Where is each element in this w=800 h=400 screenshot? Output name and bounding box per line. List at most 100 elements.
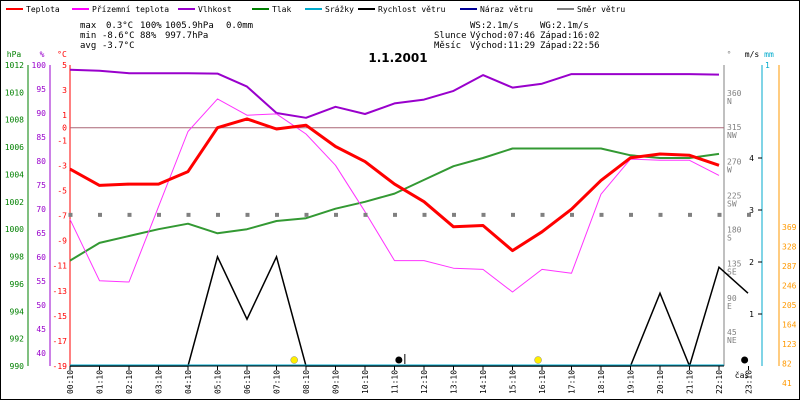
info-block: WS:2.1m/s WG:2.1m/s Slunce Východ:07:46 … xyxy=(434,21,600,51)
stats-max-press: 1005.9hPa xyxy=(165,21,214,31)
humidity-line xyxy=(69,68,720,119)
x-tick-label: 13:10 xyxy=(450,370,459,394)
x-tick-label: 05:10 xyxy=(214,370,223,394)
pressure-tick-label: 990 xyxy=(10,362,25,371)
x-tick-label: 18:10 xyxy=(597,370,606,394)
sunset-marker xyxy=(534,356,542,364)
humidity-tick-label: 40 xyxy=(36,349,46,358)
wind-direction-marker xyxy=(304,212,309,217)
direction-tick-label: 315 xyxy=(727,123,742,132)
wind-direction-marker xyxy=(688,212,692,217)
direction-cardinal-label: N xyxy=(727,97,732,106)
x-tick-label: 21:10 xyxy=(686,370,695,394)
x-tick-label: 00:10 xyxy=(66,370,75,394)
temperature-tick-label: -5 xyxy=(57,186,67,195)
x-tick-label: 10:10 xyxy=(361,370,370,394)
ground-temperature-line xyxy=(69,98,720,293)
stats-avg-label: avg xyxy=(80,41,96,51)
wind-direction-marker xyxy=(334,212,338,217)
chart-title: 1.1.2001 xyxy=(368,51,427,65)
wind-direction-marker xyxy=(186,212,191,217)
direction-tick-label: 270 xyxy=(727,157,742,166)
wind-direction-marker xyxy=(275,212,279,217)
gust-tick-label: 287 xyxy=(782,262,797,271)
wind-direction-marker xyxy=(363,212,368,217)
x-tick-label: 08:10 xyxy=(302,370,311,394)
pressure-tick-label: 1010 xyxy=(5,88,24,97)
pressure-tick-label: 998 xyxy=(10,253,25,262)
gust-tick-label: 164 xyxy=(782,321,797,330)
temperature-tick-label: -17 xyxy=(53,337,68,346)
temperature-tick-label: 5 xyxy=(62,61,67,70)
temperature-tick-label: -19 xyxy=(53,362,68,371)
gust-tick-label: 246 xyxy=(782,282,797,291)
legend-label: Přízemní teplota xyxy=(92,5,169,14)
wind-direction-marker xyxy=(717,212,722,217)
wind-direction-marker xyxy=(481,212,486,217)
temperature-line xyxy=(69,117,720,253)
wind-direction-marker xyxy=(570,212,574,217)
pressure-tick-label: 1000 xyxy=(5,225,24,234)
pressure-tick-label: 1002 xyxy=(5,198,24,207)
direction-cardinal-label: NE xyxy=(727,336,737,345)
info-moon-rise: Východ:11:29 xyxy=(470,41,535,51)
temperature-tick-label: -15 xyxy=(53,312,68,321)
humidity-tick-label: 95 xyxy=(36,85,46,94)
direction-tick-label: 360 xyxy=(727,89,742,98)
direction-cardinal-label: SE xyxy=(727,268,737,277)
humidity-tick-label: 65 xyxy=(36,229,46,238)
x-tick-label: 14:10 xyxy=(479,370,488,394)
pressure-tick-label: 1006 xyxy=(5,143,24,152)
direction-tick-label: 180 xyxy=(727,226,742,235)
pressure-tick-label: 1008 xyxy=(5,116,24,125)
temperature-tick-label: -3 xyxy=(57,161,67,170)
stats-avg-temp: -3.7°C xyxy=(102,41,135,51)
temperature-tick-label: -11 xyxy=(53,262,68,271)
humidity-tick-label: 50 xyxy=(36,301,46,310)
wind-direction-marker xyxy=(658,212,663,217)
wind-tick-label: 2 xyxy=(749,258,754,267)
rain-tick-label: 1 xyxy=(765,61,770,70)
x-tick-label: 04:10 xyxy=(184,370,193,394)
temperature-tick-label: -13 xyxy=(53,287,68,296)
rain-unit-label: mm xyxy=(764,50,774,59)
wind-direction-marker xyxy=(157,212,161,217)
x-axis: 00:10 01:10 02:10 03:10 04:10 05:10 06:10 07:10… xyxy=(66,366,754,394)
stats-min-press: 997.7hPa xyxy=(165,31,208,41)
stats-max-hum: 100% xyxy=(140,21,162,31)
direction-tick-label: 135 xyxy=(727,260,742,269)
info-moon-set: Západ:22:56 xyxy=(540,41,600,51)
x-tick-label: 12:10 xyxy=(420,370,429,394)
moonset-marker xyxy=(741,356,749,364)
wind-direction-marker xyxy=(511,212,515,217)
humidity-tick-label: 45 xyxy=(36,325,46,334)
stats-max-rain: 0.0mm xyxy=(226,21,253,31)
wind-tick-label: 3 xyxy=(749,206,754,215)
x-tick-label: 15:10 xyxy=(509,370,518,394)
pressure-unit-label: hPa xyxy=(7,50,22,59)
wind-unit-label: m/s xyxy=(745,50,760,59)
pressure-tick-label: 994 xyxy=(10,307,25,316)
x-tick-label: 16:10 xyxy=(538,370,547,394)
direction-cardinal-label: SW xyxy=(727,199,737,208)
gust-tick-label: 205 xyxy=(782,301,797,310)
temperature-tick-label: 3 xyxy=(62,86,67,95)
humidity-tick-label: 100 xyxy=(32,61,47,70)
wind-tick-label: 1 xyxy=(749,310,754,319)
x-tick-label: 17:10 xyxy=(568,370,577,394)
wind-direction-marker xyxy=(393,212,397,217)
info-moon-label: Měsíc xyxy=(434,41,461,51)
info-wg: WG:2.1m/s xyxy=(540,21,589,31)
humidity-tick-label: 60 xyxy=(36,253,46,262)
temperature-tick-label: -7 xyxy=(57,212,67,221)
x-tick-label: 20:10 xyxy=(656,370,665,394)
humidity-tick-label: 85 xyxy=(36,133,46,142)
wind-direction-marker xyxy=(629,212,633,217)
direction-unit-label: ° xyxy=(727,50,732,59)
gust-tick-label: 82 xyxy=(782,360,792,369)
gust-tick-label: 328 xyxy=(782,243,797,252)
stats-min-label: min xyxy=(80,31,96,41)
temperature-unit-label: °C xyxy=(57,50,67,59)
legend-label: Náraz větru xyxy=(480,5,533,14)
legend-label: Tlak xyxy=(272,5,291,14)
